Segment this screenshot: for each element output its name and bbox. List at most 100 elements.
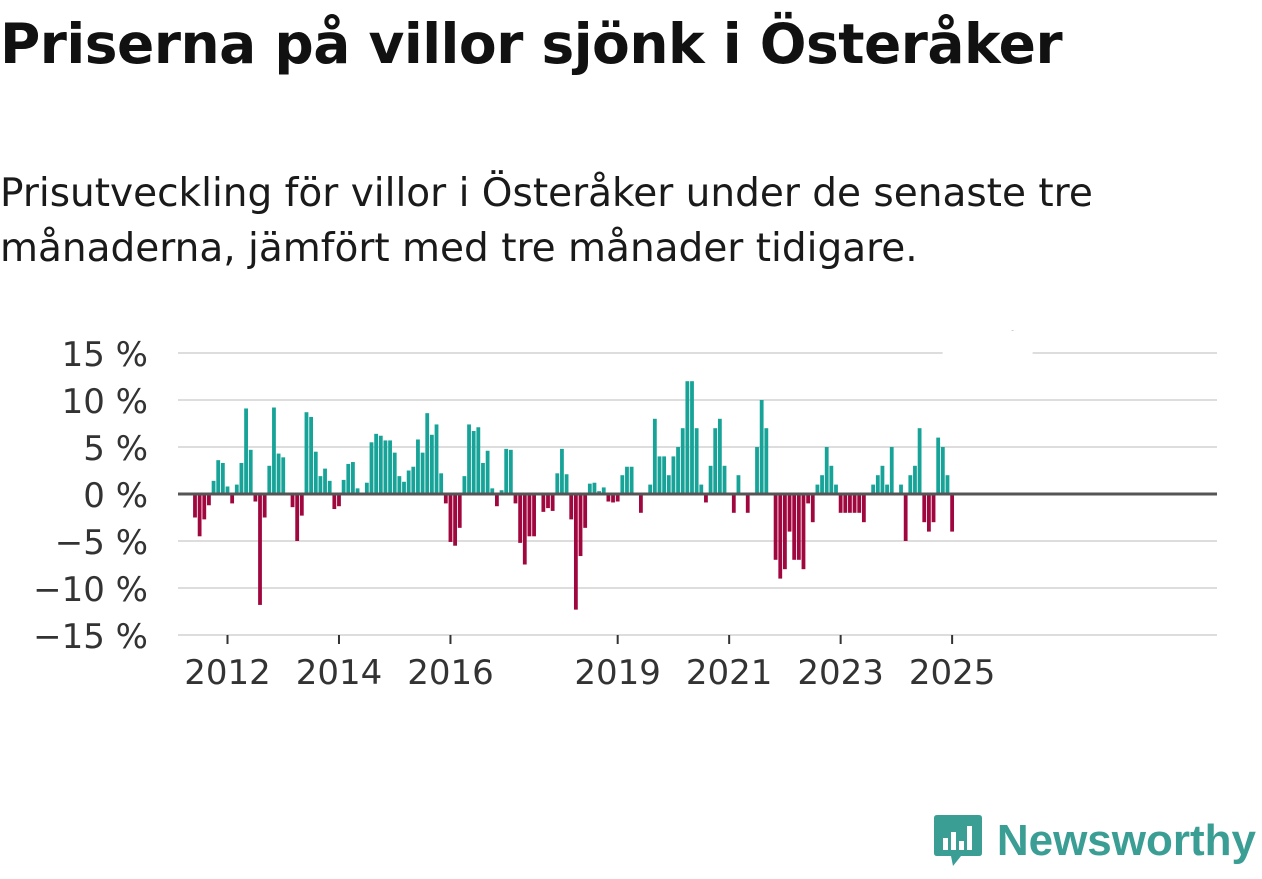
bar [522, 494, 527, 565]
bar [699, 484, 704, 494]
bar [346, 463, 351, 494]
bar [764, 428, 769, 494]
bar [383, 440, 388, 494]
y-tick-label: −15 % [33, 617, 148, 657]
bar [402, 481, 406, 494]
bar [843, 494, 848, 513]
bar [908, 475, 913, 494]
bar [922, 494, 927, 523]
bar [945, 475, 950, 494]
bar [508, 449, 513, 494]
bar [573, 494, 578, 610]
y-tick-label: 10 % [62, 382, 148, 422]
x-tick-label: 2014 [296, 653, 383, 690]
bar [216, 460, 221, 494]
bar [783, 494, 787, 570]
bar-chart: 15 % 10 % 5 % 0 % −5 % −10 % −15 % 2012 2014 2016… [33, 330, 1217, 690]
bar [759, 400, 764, 494]
bar [810, 494, 815, 523]
bar [197, 494, 202, 537]
bar [587, 483, 592, 494]
bar [457, 494, 462, 528]
bar [625, 466, 629, 494]
bar [351, 462, 355, 494]
bar [467, 424, 471, 494]
bar [532, 494, 536, 537]
bar [462, 476, 467, 494]
bar [592, 482, 597, 494]
annotation: −4 % [942, 330, 1033, 370]
bar [448, 494, 453, 542]
bar [397, 476, 402, 494]
bar [913, 465, 917, 494]
axis-labels: 15 % 10 % 5 % 0 % −5 % −10 % −15 % 2012 2014 2016… [33, 335, 995, 690]
bar [662, 456, 667, 494]
bar [230, 494, 235, 504]
bar [620, 475, 625, 494]
bar [481, 462, 485, 494]
bar [550, 494, 555, 511]
bar [374, 433, 379, 494]
bar [731, 494, 736, 513]
bar [299, 494, 304, 516]
bar [513, 494, 518, 504]
bar [936, 437, 941, 494]
bar [834, 484, 838, 494]
bar [220, 462, 225, 494]
bar [848, 494, 852, 513]
bar [755, 447, 759, 494]
bar [527, 494, 532, 537]
bar [666, 475, 671, 494]
bar [272, 407, 276, 494]
bar [903, 494, 908, 541]
bar [499, 490, 504, 494]
bar [323, 468, 327, 494]
bar [337, 494, 341, 507]
bar [694, 428, 699, 494]
bar [601, 487, 606, 494]
bar [713, 428, 718, 494]
bar [416, 439, 420, 494]
annotation-background [942, 330, 1033, 370]
bar [434, 424, 439, 494]
annotation-label: −4 % [955, 330, 1017, 336]
bar [885, 484, 889, 494]
x-tick-label: 2023 [797, 653, 884, 690]
bar [504, 448, 509, 494]
bar [676, 447, 680, 494]
bar [569, 494, 574, 520]
bar [899, 484, 903, 494]
chart-subtitle: Prisutveckling för villor i Österåker un… [0, 171, 1093, 271]
bar [304, 412, 309, 494]
x-tick-label: 2021 [686, 653, 773, 690]
x-tick-label: 2025 [909, 653, 996, 690]
bar [355, 488, 360, 494]
bar [248, 449, 253, 494]
brand-name: Newsworthy [996, 816, 1256, 865]
bar [652, 418, 657, 494]
bar [838, 494, 843, 513]
bar [406, 470, 411, 494]
bar [443, 494, 448, 504]
bar [639, 494, 643, 513]
axis-ticks [226, 635, 954, 644]
bar [704, 494, 708, 503]
bar [392, 452, 397, 494]
bar [364, 482, 369, 494]
bar [792, 494, 797, 560]
bar [578, 494, 583, 557]
bar [787, 494, 792, 532]
bar [926, 494, 931, 532]
bar [555, 473, 560, 494]
bar [267, 465, 272, 494]
bar [690, 381, 694, 494]
bar [225, 486, 230, 494]
newsworthy-logo-icon [933, 815, 982, 866]
x-tick-label: 2016 [407, 653, 494, 690]
bar [207, 494, 211, 506]
bar [680, 428, 685, 494]
bar [685, 381, 690, 494]
bars [193, 381, 955, 610]
bar [801, 494, 806, 570]
bar [495, 494, 499, 507]
